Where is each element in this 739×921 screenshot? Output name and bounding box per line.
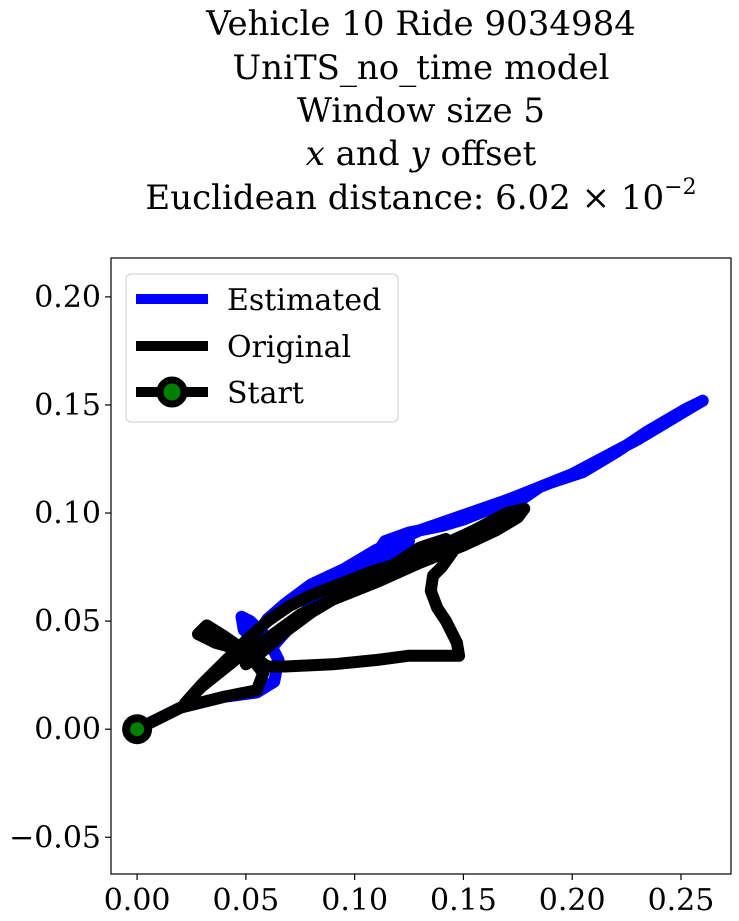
title-offset-text: offset [430, 134, 537, 174]
series-line-estimated [131, 394, 709, 736]
x-tick-label: 0.00 [104, 883, 171, 918]
start-marker [122, 714, 153, 745]
chart-title: Vehicle 10 Ride 9034984 UniTS_no_time mo… [145, 4, 696, 218]
x-tick-label: 0.20 [539, 883, 606, 918]
title-y-variable: y [408, 134, 430, 174]
start-layer [122, 714, 153, 745]
y-tick-label: 0.05 [34, 604, 101, 639]
legend: Estimated Original Start [125, 273, 399, 423]
title-and-text: and [325, 134, 411, 174]
title-line-1: Vehicle 10 Ride 9034984 [205, 4, 636, 44]
legend-estimated-label: Estimated [227, 283, 381, 318]
x-tick-label: 0.10 [321, 883, 388, 918]
title-line-2: UniTS_no_time model [233, 48, 610, 88]
title-distance-mantissa: 6.02 [495, 178, 571, 218]
y-tick-label: −0.05 [9, 820, 101, 855]
title-line-4: x and y offset [306, 134, 537, 174]
x-tick-label: 0.25 [648, 883, 715, 918]
axis-ticks: 0.00 0.05 0.10 0.15 0.20 0.25−0.050.000.050.1… [9, 280, 714, 918]
title-distance-prefix: Euclidean distance: [145, 178, 495, 218]
legend-box [125, 273, 399, 423]
x-tick-label: 0.15 [430, 883, 497, 918]
title-distance-exponent: −2 [664, 175, 696, 200]
x-tick-label: 0.05 [212, 883, 279, 918]
legend-start-label: Start [227, 376, 304, 411]
y-tick-label: 0.15 [34, 388, 101, 423]
legend-start-marker [156, 376, 188, 408]
title-line-3: Window size 5 [297, 91, 545, 131]
y-tick-label: 0.00 [34, 712, 101, 747]
y-tick-label: 0.10 [34, 496, 101, 531]
title-line-5: Euclidean distance: 6.02 × 10−2 [145, 175, 696, 218]
y-tick-label: 0.20 [34, 280, 101, 315]
legend-original-label: Original [227, 330, 351, 365]
plot-frame [110, 257, 732, 875]
title-x-variable: x [306, 134, 325, 174]
title-distance-times: × 10 [571, 178, 664, 218]
series-layer [131, 394, 709, 736]
series-line-original [131, 502, 531, 736]
